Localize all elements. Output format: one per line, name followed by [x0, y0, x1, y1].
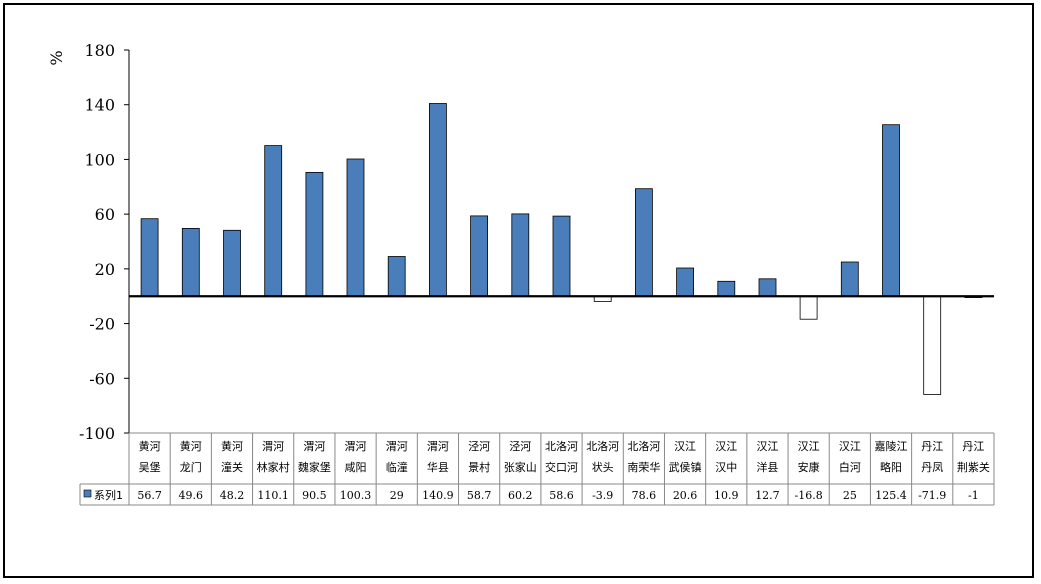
bar	[428, 103, 447, 297]
bar	[470, 215, 489, 297]
category-label: 渭河	[427, 440, 449, 453]
category-label: 北洛河	[586, 439, 619, 453]
category-label: 北洛河	[627, 439, 660, 453]
category-label: 丹江	[962, 440, 984, 453]
value-label: 60.2	[508, 489, 533, 502]
value-label: 90.5	[302, 489, 327, 502]
legend-swatch	[83, 489, 92, 498]
value-label: 78.6	[632, 489, 657, 502]
value-label: 58.7	[467, 489, 492, 502]
category-label: 吴堡	[139, 460, 161, 474]
value-label: 10.9	[714, 489, 739, 502]
value-label: -3.9	[592, 489, 613, 502]
category-label: 黄河	[180, 439, 202, 453]
category-label: 丹江	[921, 440, 943, 453]
y-tick-label: -100	[79, 424, 115, 443]
value-label: 29	[390, 489, 404, 502]
category-label: 华县	[427, 460, 449, 474]
value-label: 56.7	[137, 489, 162, 502]
category-label: 林家村	[257, 460, 290, 474]
category-label: 汉江	[674, 440, 696, 453]
category-label: 渭河	[345, 440, 367, 453]
category-label: 状头	[592, 460, 614, 474]
category-label: 临潼	[386, 460, 408, 474]
category-label: 武侯镇	[669, 460, 702, 474]
chart-frame	[3, 3, 1034, 578]
category-label: 渭河	[386, 440, 408, 453]
category-label: 丹凤	[921, 461, 943, 474]
y-tick-label: 180	[84, 41, 115, 60]
category-label: 北洛河	[545, 439, 578, 453]
category-label: 汉中	[715, 461, 737, 474]
value-label: 125.4	[875, 489, 907, 502]
value-label: -1	[968, 489, 979, 502]
value-label: 48.2	[220, 489, 245, 502]
value-label: 12.7	[755, 489, 780, 502]
bar	[923, 295, 942, 395]
bar	[511, 213, 530, 297]
value-label: 58.6	[549, 489, 574, 502]
value-label: -71.9	[918, 489, 946, 502]
bar	[181, 227, 200, 297]
y-tick-label: 60	[95, 205, 115, 224]
category-label: 白河	[839, 460, 861, 474]
data-table: 黄河吴堡黄河龙门黄河潼关渭河林家村渭河魏家堡渭河咸阳渭河临潼渭河华县泾河景村泾河…	[79, 432, 995, 506]
category-label: 黄河	[139, 439, 161, 453]
bar	[840, 261, 859, 297]
category-label: 汉江	[715, 440, 737, 453]
category-label: 张家山	[504, 460, 537, 474]
bar	[676, 267, 694, 297]
y-tick-label: 20	[95, 260, 115, 279]
value-label: 25	[843, 489, 857, 502]
y-axis: 180 140 100 60 20 -20 -60 -100	[79, 41, 130, 443]
bar	[387, 256, 406, 297]
category-label: 嘉陵江	[875, 439, 908, 453]
category-label: 汉江	[798, 440, 820, 453]
category-label: 汉江	[756, 440, 778, 453]
category-label: 南荣华	[627, 460, 660, 474]
bar	[799, 295, 818, 320]
y-axis-label: %	[47, 50, 66, 65]
y-tick-label: -60	[89, 369, 115, 388]
category-label: 龙门	[180, 460, 202, 474]
bar	[264, 145, 283, 297]
bar	[346, 158, 365, 297]
bar	[635, 188, 653, 297]
category-label: 汉江	[839, 440, 861, 453]
category-label: 魏家堡	[298, 460, 331, 474]
category-label: 荆紫关	[957, 460, 990, 474]
bar	[758, 278, 777, 297]
category-label: 安康	[798, 460, 820, 474]
category-label: 洋县	[756, 460, 778, 474]
category-label: 泾河	[509, 440, 531, 453]
bar	[223, 229, 241, 297]
bar	[305, 171, 324, 297]
category-label: 泾河	[468, 440, 490, 453]
value-label: 20.6	[673, 489, 698, 502]
category-label: 潼关	[221, 460, 243, 474]
bar	[552, 215, 571, 297]
y-tick-label: 100	[84, 150, 115, 169]
bar	[140, 218, 159, 297]
category-label: 渭河	[303, 440, 325, 453]
category-label: 咸阳	[345, 461, 367, 474]
value-label: 110.1	[257, 489, 289, 502]
bars	[129, 103, 994, 395]
category-label: 略阳	[880, 460, 902, 474]
value-label: 49.6	[179, 489, 204, 502]
value-label: 140.9	[422, 489, 454, 502]
y-tick-label: -20	[89, 315, 115, 334]
category-label: 交口河	[545, 460, 578, 474]
value-label: -16.8	[795, 489, 823, 502]
legend-series-name: 系列1	[94, 488, 123, 502]
category-label: 黄河	[221, 439, 243, 453]
bar	[882, 124, 900, 297]
value-label: 100.3	[340, 489, 372, 502]
category-label: 景村	[468, 460, 490, 474]
category-label: 渭河	[262, 440, 284, 453]
bar	[717, 280, 736, 297]
y-tick-label: 140	[84, 96, 115, 115]
